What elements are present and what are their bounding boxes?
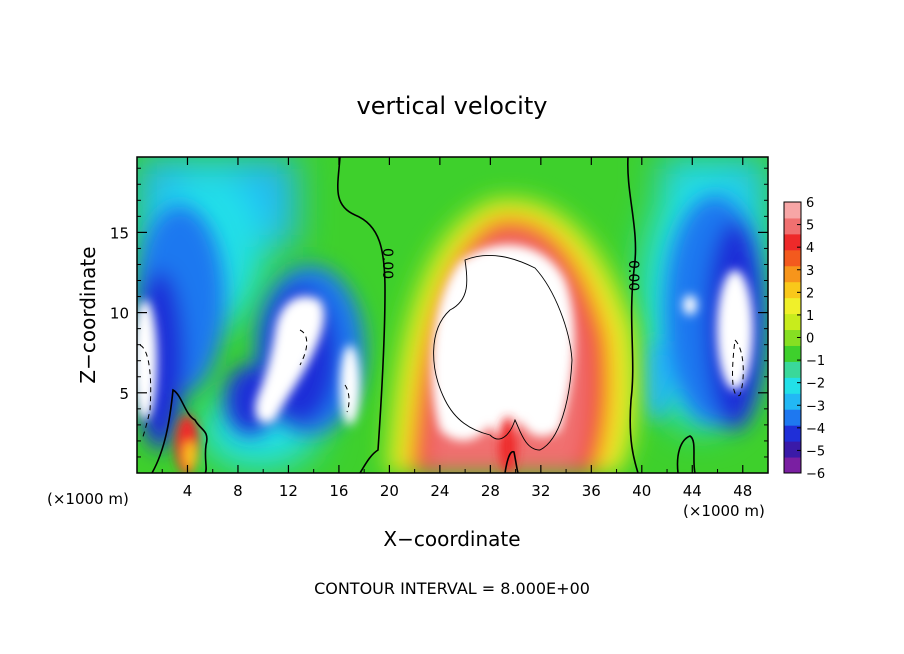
x-tick-label: 24 [430,482,449,500]
x-unit-left: (×1000 m) [47,490,129,508]
colorbar-swatch [784,361,801,378]
colorbar-swatch [784,345,801,362]
colorbar-swatch [784,233,801,251]
x-tick-label: 4 [183,482,193,500]
colorbar-swatch [784,393,801,410]
x-tick-label: 40 [632,482,651,500]
colorbar-label: 0 [806,332,814,347]
x-axis-label: X−coordinate [383,527,520,551]
zero-contour-label-right: 0.00 [625,260,641,291]
x-tick-label: 12 [279,482,298,500]
colorbar-swatch [784,265,801,283]
colorbar-label: 2 [806,286,814,301]
y-tick-label: 5 [119,385,129,403]
colorbar-swatch [784,329,801,346]
x-tick-label: 28 [481,482,500,500]
x-unit-right: (×1000 m) [683,502,765,520]
plot-frame [136,156,769,474]
contour-interval-note: CONTOUR INTERVAL = 8.000E+00 [314,579,590,598]
x-tick-label: 32 [531,482,550,500]
colorbar-label: 5 [806,219,814,234]
velocity-field: 0.00 0.00 [137,157,768,473]
colorbar-label: 1 [806,309,814,324]
colorbar-label: −2 [806,377,825,392]
colorbar-swatch [784,249,801,267]
y-tick-label: 10 [110,305,129,323]
colorbar-swatch [784,313,801,331]
colorbar-label: 6 [806,196,814,211]
chart-title: vertical velocity [357,92,548,120]
y-axis-ticks: 5 10 15 [110,167,768,458]
zero-contour-label-left: 0.00 [379,248,395,279]
y-axis-label: Z−coordinate [76,246,100,383]
colorbar-label: 4 [806,241,814,256]
colorbar-label: −4 [806,422,825,437]
x-tick-label: 16 [329,482,348,500]
x-tick-label: 8 [233,482,243,500]
colorbar: 6 5 4 3 2 1 0 −1 −2 −3 −4 −5 −6 [783,196,825,482]
colorbar-swatch [784,377,801,394]
colorbar-label: −1 [806,354,825,369]
colorbar-swatch [784,297,801,315]
x-tick-label: 48 [733,482,752,500]
colorbar-swatch [784,441,801,458]
x-tick-label: 20 [380,482,399,500]
colorbar-swatch [784,457,801,474]
colorbar-label: −3 [806,399,825,414]
colorbar-swatch [784,217,801,235]
colorbar-label: −6 [806,467,825,482]
colorbar-swatch [784,281,801,299]
x-tick-label: 36 [582,482,601,500]
colorbar-swatch [784,202,801,219]
x-axis-ticks: 4 8 12 16 20 24 28 32 36 40 44 48 [161,157,752,500]
x-tick-label: 44 [683,482,702,500]
y-tick-label: 15 [110,224,129,242]
colorbar-swatch [784,425,801,442]
colorbar-label: 3 [806,264,814,279]
colorbar-label: −5 [806,444,825,459]
colorbar-swatch [784,409,801,426]
